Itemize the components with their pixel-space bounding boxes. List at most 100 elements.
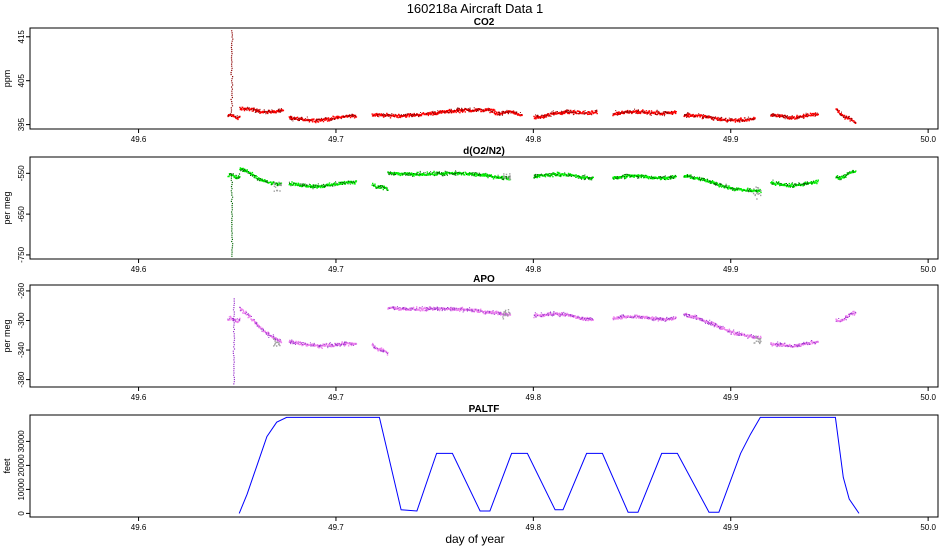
y-tick-label: -340	[17, 341, 26, 358]
series-points-dark	[835, 311, 856, 323]
y-axis-label: per meg	[2, 191, 12, 224]
x-tick-label: 49.6	[131, 135, 147, 144]
series-points-dark	[613, 314, 676, 322]
flagged-points	[273, 182, 282, 192]
series-points-segment	[835, 169, 857, 180]
panel-title: d(O2/N2)	[463, 146, 505, 157]
x-tick-label: 49.8	[526, 393, 542, 402]
series-points-dark	[227, 318, 241, 322]
series-points-segment	[387, 306, 512, 317]
series-points-segment	[683, 174, 762, 194]
series-points-segment	[683, 312, 762, 340]
flagged-points	[752, 186, 762, 200]
series-points-segment	[288, 180, 358, 189]
series-points-dark	[240, 168, 281, 187]
x-tick-label: 50.0	[920, 523, 936, 532]
series-points-segment	[533, 171, 594, 181]
series-points-dark	[372, 344, 388, 354]
series-points-segment	[239, 167, 283, 186]
y-tick-label: 0	[17, 511, 26, 516]
x-tick-label: 49.6	[131, 393, 147, 402]
series-points-dark	[289, 113, 356, 122]
x-tick-label: 49.6	[131, 523, 147, 532]
flagged-points	[503, 173, 511, 180]
x-tick-label: 49.8	[526, 265, 542, 274]
plot-frame	[29, 414, 939, 518]
series-points-dark	[612, 173, 677, 180]
x-tick-label: 50.0	[920, 135, 936, 144]
data-marks	[238, 416, 860, 514]
y-tick-label: 20000	[17, 454, 26, 477]
flagged-points	[502, 309, 511, 320]
spike-points	[230, 173, 234, 257]
plot-frame	[29, 284, 939, 388]
series-points-segment	[227, 315, 241, 324]
y-axis-label: feet	[2, 458, 12, 474]
series-line-paltf	[238, 416, 860, 514]
y-tick-label: -550	[17, 165, 26, 182]
x-tick-label: 49.9	[723, 265, 739, 274]
data-marks	[227, 30, 857, 124]
series-points-segment	[612, 314, 677, 322]
series-points-dark	[373, 184, 388, 191]
series-points-dark	[387, 170, 510, 180]
series-points-dark	[535, 109, 598, 119]
x-tick-label: 49.9	[723, 393, 739, 402]
series-points-dark	[684, 112, 755, 123]
y-tick-label: -750	[17, 246, 26, 263]
plot-frame	[29, 156, 939, 260]
series-points-segment	[533, 312, 594, 322]
chart-panels: CO2 49.6 49.7 49.8 49.9 50.0 395 405 415 ppm d(O2/…	[2, 17, 939, 532]
y-axis-label: ppm	[2, 70, 12, 88]
series-points-dark	[288, 180, 356, 190]
y-axis-label: per meg	[2, 319, 12, 352]
y-tick-label: -380	[17, 371, 26, 388]
series-points-segment	[835, 310, 857, 323]
figure-title: 160218a Aircraft Data 1	[407, 1, 544, 16]
x-tick-label: 49.8	[526, 135, 542, 144]
x-tick-label: 49.7	[328, 393, 344, 402]
x-tick-label: 49.7	[328, 523, 344, 532]
series-points-dark	[612, 108, 674, 117]
x-tick-label: 49.8	[526, 523, 542, 532]
y-tick-label: 415	[17, 30, 26, 44]
series-points-segment	[288, 339, 358, 349]
panel-title: CO2	[474, 17, 495, 28]
series-points-dark	[498, 109, 522, 116]
y-tick-label: -300	[17, 312, 26, 329]
spike-points	[232, 298, 236, 385]
series-points-dark	[227, 113, 241, 118]
series-points-dark	[533, 172, 593, 181]
x-tick-label: 49.7	[328, 265, 344, 274]
y-tick-label: 30000	[17, 430, 26, 453]
series-points-dark	[372, 107, 495, 118]
series-points-segment	[770, 112, 819, 120]
data-marks	[227, 298, 857, 385]
series-points-segment	[239, 106, 285, 115]
series-points-segment	[227, 113, 241, 121]
x-tick-label: 50.0	[920, 265, 936, 274]
chart-panel-3: APO 49.6 49.7 49.8 49.9 50.0 -260 -300 -340 -380 p…	[2, 274, 939, 402]
series-points-segment	[371, 342, 389, 356]
y-tick-label: -650	[17, 206, 26, 223]
series-points-segment	[239, 306, 283, 344]
chart-panel-2: d(O2/N2) 49.6 49.7 49.8 49.9 50.0 -550 -650 -750…	[2, 146, 939, 274]
y-tick-label: 395	[17, 117, 26, 131]
y-tick-label: 405	[17, 73, 26, 87]
x-tick-label: 49.9	[723, 523, 739, 532]
y-tick-label: -260	[17, 282, 26, 299]
x-tick-label: 50.0	[920, 393, 936, 402]
spike-points	[230, 30, 234, 113]
chart-panel-1: CO2 49.6 49.7 49.8 49.9 50.0 395 405 415 ppm	[2, 17, 939, 144]
plot-frame	[29, 27, 939, 130]
flagged-points	[273, 338, 281, 347]
x-tick-label: 49.9	[723, 135, 739, 144]
x-tick-label: 49.6	[131, 265, 147, 274]
series-points-dark	[771, 179, 814, 188]
x-axis-label: day of year	[445, 532, 504, 546]
series-points-dark	[836, 109, 856, 123]
series-points-segment	[288, 113, 358, 124]
series-points-dark	[229, 173, 241, 180]
panel-title: PALTF	[469, 404, 500, 415]
